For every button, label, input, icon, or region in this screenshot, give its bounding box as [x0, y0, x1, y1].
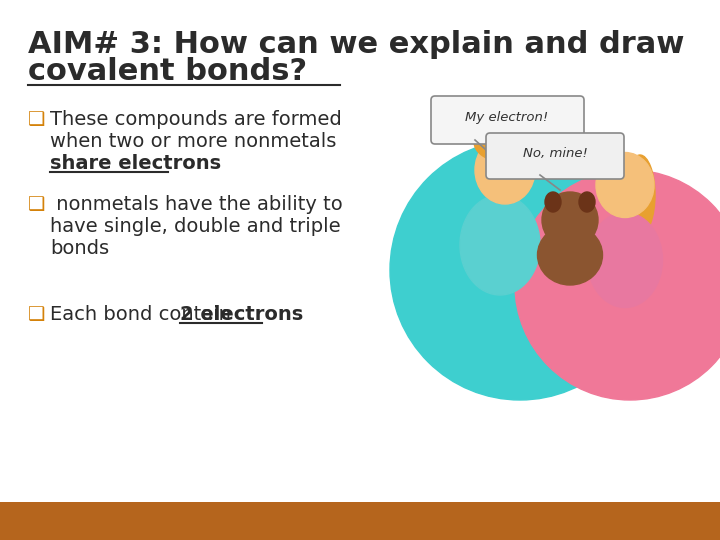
Text: 8): 8)	[500, 157, 510, 167]
Text: share electrons: share electrons	[50, 154, 221, 173]
Text: AIM# 3: How can we explain and draw: AIM# 3: How can we explain and draw	[28, 30, 685, 59]
Ellipse shape	[460, 195, 540, 295]
Ellipse shape	[545, 192, 561, 212]
Text: have single, double and triple: have single, double and triple	[50, 217, 341, 236]
Ellipse shape	[588, 213, 662, 307]
Text: My electron!: My electron!	[465, 111, 549, 125]
Circle shape	[390, 140, 650, 400]
Text: covalent bonds?: covalent bonds?	[28, 57, 307, 86]
Ellipse shape	[579, 192, 595, 212]
Text: These compounds are formed: These compounds are formed	[50, 110, 342, 129]
Ellipse shape	[625, 155, 655, 235]
Circle shape	[515, 170, 720, 400]
FancyBboxPatch shape	[431, 96, 584, 144]
Text: ❑: ❑	[28, 195, 45, 214]
Text: ❑: ❑	[28, 110, 45, 129]
Text: nonmetals have the ability to: nonmetals have the ability to	[50, 195, 343, 214]
Text: No, mine!: No, mine!	[523, 147, 588, 160]
Ellipse shape	[596, 152, 654, 218]
Circle shape	[542, 192, 598, 248]
Text: bonds: bonds	[50, 239, 109, 258]
Text: when two or more nonmetals: when two or more nonmetals	[50, 132, 336, 151]
Bar	[0, 502, 720, 540]
Ellipse shape	[538, 225, 603, 285]
FancyBboxPatch shape	[486, 133, 624, 179]
Text: ❑: ❑	[28, 305, 45, 324]
Ellipse shape	[474, 122, 536, 162]
Ellipse shape	[475, 136, 535, 204]
Text: 2 electrons: 2 electrons	[180, 305, 303, 324]
Text: Each bond contain: Each bond contain	[50, 305, 237, 324]
